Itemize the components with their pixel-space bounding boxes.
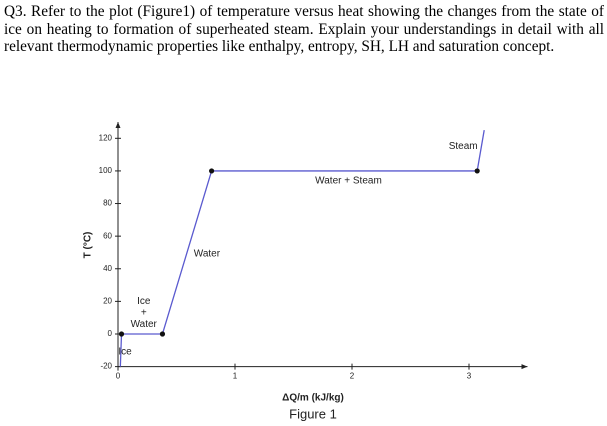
annotation: Ice bbox=[118, 347, 132, 358]
data-point bbox=[159, 331, 166, 337]
figure-caption: Figure 1 bbox=[289, 406, 337, 421]
x-tick-label: 3 bbox=[467, 372, 472, 381]
x-tick-label: 0 bbox=[116, 372, 121, 381]
y-axis-arrow bbox=[115, 122, 121, 128]
y-axis-label: T (°C) bbox=[83, 232, 94, 259]
data-point bbox=[209, 168, 215, 174]
annotation: Water bbox=[131, 319, 158, 330]
annotation: Ice bbox=[137, 296, 151, 307]
x-axis-arrow bbox=[521, 364, 528, 370]
y-tick-label: 80 bbox=[103, 199, 112, 208]
x-axis-label: ΔQ/m (kJ/kg) bbox=[282, 393, 344, 404]
annotation: Water bbox=[194, 249, 221, 260]
y-tick-label: 60 bbox=[103, 231, 112, 240]
y-tick-label: -20 bbox=[100, 362, 112, 371]
y-tick-label: 120 bbox=[99, 133, 113, 142]
question-text: Q3. Refer to the plot (Figure1) of tempe… bbox=[4, 3, 604, 56]
y-tick-label: 100 bbox=[99, 166, 113, 175]
y-tick-label: 0 bbox=[108, 329, 113, 338]
annotation: Water + Steam bbox=[315, 175, 382, 186]
y-tick-label: 40 bbox=[103, 264, 112, 273]
x-tick-label: 1 bbox=[233, 372, 238, 381]
annotation: Steam bbox=[449, 141, 478, 152]
data-point bbox=[118, 331, 125, 337]
y-tick-label: 20 bbox=[103, 296, 112, 305]
x-tick-label: 2 bbox=[350, 372, 355, 381]
data-point bbox=[474, 168, 480, 174]
data-line bbox=[119, 130, 485, 367]
annotation: + bbox=[141, 307, 147, 318]
